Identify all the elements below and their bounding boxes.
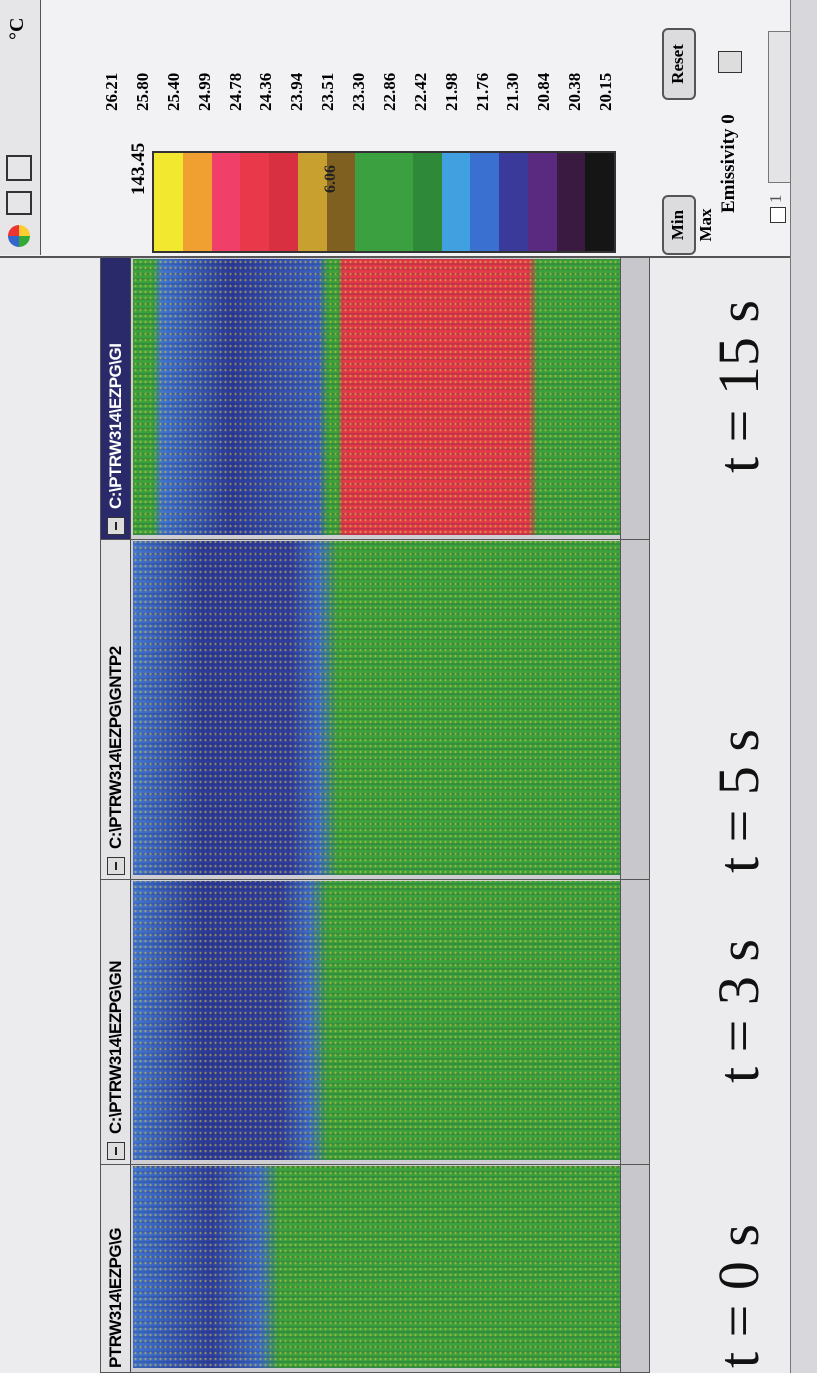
color-step [442,153,471,251]
image-window: PTRW314\EZPG\G [100,1161,650,1373]
scale-label: 21.30 [503,73,523,111]
checkbox[interactable] [770,207,786,223]
image-window: C:\PTRW314\EZPG\GNTP2 [100,536,650,880]
palette-max: 143.45 [128,143,150,195]
window-title: C:\PTRW314\EZPG\GN [101,877,131,1164]
scale-label: 22.42 [411,73,431,111]
spinner[interactable] [718,51,742,73]
scrollbar [620,877,649,1164]
scale-label: 25.80 [133,73,153,111]
time-label: t = 3 s [705,939,772,1083]
scale-label: 21.98 [442,73,462,111]
color-step [557,153,586,251]
color-step [499,153,528,251]
color-step [183,153,212,251]
thermal-image [133,1166,621,1368]
scale-label: 23.51 [318,73,338,111]
scrollbar [620,255,649,539]
color-step [355,153,413,251]
time-label: t = 15 s [705,300,772,473]
color-step [154,153,183,251]
page: PTRW314\EZPG\G C:\PTRW314\EZPG\GN C:\PTR… [0,0,817,1373]
close-box[interactable] [107,1142,125,1160]
min-max-button[interactable]: Min Max [662,195,696,255]
scale-label: 24.36 [256,73,276,111]
scrollbar [620,1162,649,1372]
image-window: C:\PTRW314\EZPG\GI [100,254,650,540]
color-step [212,153,241,251]
controls-row [768,31,792,183]
color-step [470,153,499,251]
range-icon[interactable] [6,191,32,215]
reset-button[interactable]: Reset [662,28,696,100]
scale-label: 24.78 [226,73,246,111]
scale-label: 24.99 [195,73,215,111]
color-step [413,153,442,251]
window-title: C:\PTRW314\EZPG\GI [101,255,131,539]
color-bar [152,151,616,253]
palette-marker: 6.06 [322,165,340,193]
time-label: t = 5 s [705,729,772,873]
screen: PTRW314\EZPG\G C:\PTRW314\EZPG\GN C:\PTR… [0,0,817,1373]
close-box[interactable] [107,517,125,535]
scale-label: 20.84 [534,73,554,111]
image-window: C:\PTRW314\EZPG\GN [100,876,650,1165]
emissivity-label: Emissivity 0 [718,114,740,213]
scale-label: 23.30 [349,73,369,111]
checkbox-label: 1 [766,195,786,204]
scale-label: 23.94 [287,73,307,111]
color-step [585,153,614,251]
scale-label: 21.76 [473,73,493,111]
scale-label: 20.38 [565,73,585,111]
thermal-image [133,881,621,1160]
close-box[interactable] [107,857,125,875]
color-step [240,153,269,251]
window-title: PTRW314\EZPG\G [101,1162,131,1372]
thermal-image [133,541,621,875]
bottom-scrollbar [790,0,817,1373]
time-label: t = 0 s [705,1224,772,1368]
toolbar: °C [0,0,41,255]
scale-label: 25.40 [164,73,184,111]
palette-icon[interactable] [8,225,30,247]
scale-label: 22.86 [380,73,400,111]
scale-label: 26.21 [102,73,122,111]
color-step [269,153,298,251]
scale-label: 20.15 [596,73,616,111]
thermal-image [133,259,621,535]
color-step [528,153,557,251]
window-title: C:\PTRW314\EZPG\GNTP2 [101,537,131,879]
text-icon[interactable] [6,155,32,181]
scrollbar [620,537,649,879]
unit: °C [6,18,29,40]
